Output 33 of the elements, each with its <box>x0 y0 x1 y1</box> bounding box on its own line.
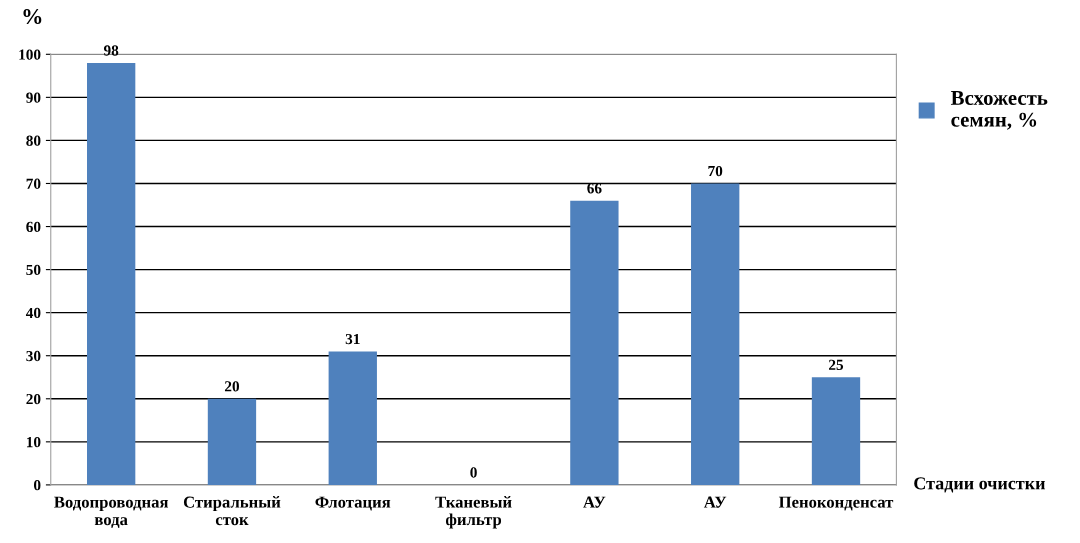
x-tick-label: Тканевый фильтр <box>435 496 512 529</box>
bar <box>691 183 740 485</box>
y-tick-label: 40 <box>25 307 41 319</box>
bar <box>328 351 377 485</box>
data-label: 31 <box>345 333 360 345</box>
y-tick-label: 100 <box>19 49 41 60</box>
bar <box>570 200 619 485</box>
data-label: 70 <box>708 165 723 177</box>
x-tick-label: АУ <box>703 496 727 508</box>
bar <box>811 377 861 485</box>
y-tick-label: 50 <box>26 264 41 276</box>
x-tick-label: Пеноконденсат <box>778 496 894 511</box>
x-tick-label: Стиральный сток <box>183 496 281 526</box>
legend-label: Всхожесть семян, % <box>950 91 1048 130</box>
x-tick-label: Флотация <box>315 496 391 511</box>
y-tick-label: 30 <box>26 350 41 362</box>
data-label: 98 <box>103 45 119 56</box>
y-tick-label: 70 <box>26 178 41 189</box>
x-tick-label: АУ <box>583 496 606 508</box>
bar <box>207 398 257 485</box>
x-axis-title: Стадии очистки <box>914 477 1046 493</box>
bar <box>87 62 136 485</box>
x-tick-label: Водопроводная вода <box>54 496 169 528</box>
y-tick-label: 90 <box>26 92 41 103</box>
y-axis-title: % <box>23 8 42 25</box>
data-label: 25 <box>829 359 844 370</box>
y-tick-label: 80 <box>26 135 41 146</box>
y-tick-label: 20 <box>26 393 41 405</box>
data-label: 0 <box>470 467 477 478</box>
y-tick-label: 0 <box>33 480 41 491</box>
y-tick-label: 60 <box>26 221 41 232</box>
data-label: 20 <box>224 381 240 392</box>
y-tick-label: 10 <box>26 436 41 448</box>
